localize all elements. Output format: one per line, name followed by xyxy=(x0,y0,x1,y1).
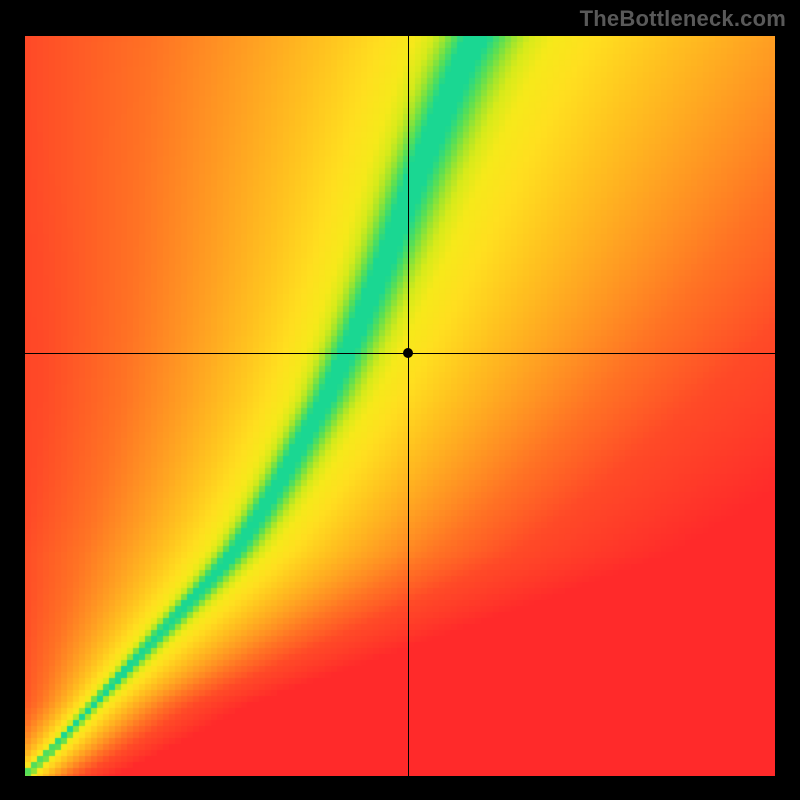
heatmap-plot-area xyxy=(25,36,775,776)
crosshair-vertical xyxy=(408,36,409,776)
crosshair-marker xyxy=(403,348,413,358)
crosshair-horizontal xyxy=(25,353,775,354)
watermark-text: TheBottleneck.com xyxy=(580,6,786,32)
heatmap-canvas xyxy=(25,36,775,776)
root-container: TheBottleneck.com xyxy=(0,0,800,800)
